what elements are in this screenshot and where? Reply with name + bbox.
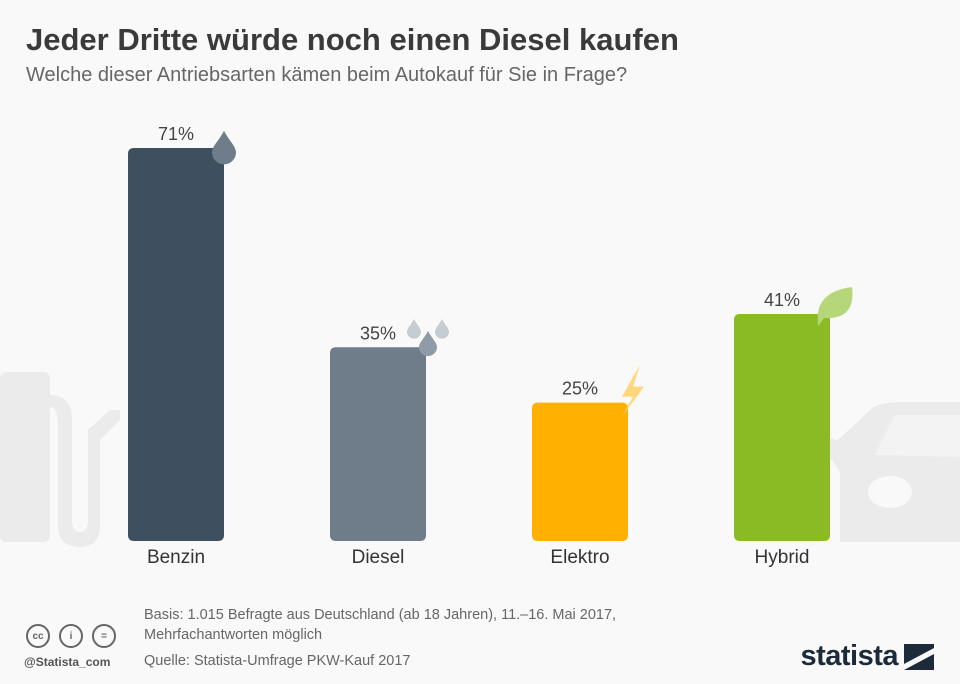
footer-source: Quelle: Statista-Umfrage PKW-Kauf 2017 — [144, 653, 411, 669]
category-label: Hybrid — [755, 547, 810, 568]
data-label: 71% — [158, 124, 194, 144]
cc-attribution-icon: i — [59, 624, 83, 648]
twitter-handle: @Statista_com — [24, 655, 111, 669]
bar-chart: 71% Benzin 35% Diesel 25% Elektro 41% Hybrid — [0, 124, 960, 568]
cc-license-icon: cc — [26, 624, 50, 648]
statista-logo-icon — [904, 643, 934, 670]
drop-icon — [435, 319, 449, 339]
data-label: 41% — [764, 290, 800, 310]
footer-basis-note: Mehrfachantworten möglich — [144, 627, 323, 643]
chart-title: Jeder Dritte würde noch einen Diesel kau… — [26, 22, 679, 57]
drop-icon — [419, 330, 437, 357]
cc-noderivs-icon: = — [92, 624, 116, 648]
leaf-icon — [817, 287, 853, 327]
category-label: Diesel — [352, 547, 405, 568]
drop-icon — [212, 130, 236, 165]
category-label: Elektro — [550, 547, 609, 568]
data-label: 35% — [360, 323, 396, 343]
bar-elektro — [532, 402, 628, 541]
lightning-icon — [622, 364, 644, 417]
bar-hybrid — [734, 314, 830, 541]
statista-logo[interactable]: statista — [800, 640, 934, 673]
logo-text: statista — [800, 640, 898, 672]
category-label: Benzin — [147, 547, 205, 568]
chart-subtitle: Welche dieser Antriebsarten kämen beim A… — [26, 64, 628, 86]
drop-icon — [407, 319, 421, 339]
car-background-icon — [822, 402, 960, 542]
fuel-pump-background-icon — [0, 372, 120, 547]
footer-basis: Basis: 1.015 Befragte aus Deutschland (a… — [144, 607, 617, 623]
bar-benzin — [128, 148, 224, 541]
data-label: 25% — [562, 379, 598, 399]
bar-diesel — [330, 347, 426, 541]
